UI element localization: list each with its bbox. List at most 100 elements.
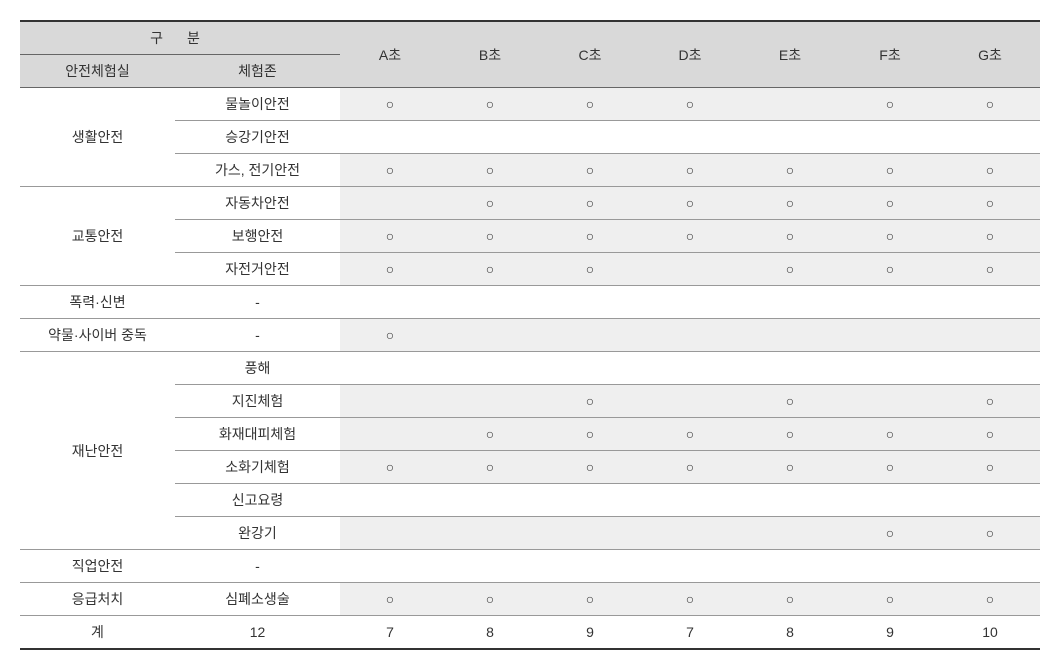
mark-cell: ○: [540, 220, 640, 253]
zone-cell: 지진체험: [175, 385, 340, 418]
room-cell: 재난안전: [20, 352, 175, 550]
mark-cell: [740, 484, 840, 517]
mark-cell: ○: [740, 187, 840, 220]
mark-cell: [740, 286, 840, 319]
mark-cell: [440, 385, 540, 418]
mark-cell: [640, 550, 740, 583]
mark-cell: [640, 286, 740, 319]
mark-cell: [440, 352, 540, 385]
totals-row: 계1278978910: [20, 616, 1040, 650]
mark-cell: ○: [540, 418, 640, 451]
room-cell: 폭력·신변: [20, 286, 175, 319]
mark-cell: [340, 385, 440, 418]
mark-cell: ○: [940, 187, 1040, 220]
mark-cell: ○: [640, 88, 740, 121]
header-school-d: D초: [640, 21, 740, 88]
zone-cell: 심폐소생술: [175, 583, 340, 616]
mark-cell: [340, 121, 440, 154]
mark-cell: [340, 187, 440, 220]
mark-cell: ○: [840, 253, 940, 286]
mark-cell: ○: [840, 187, 940, 220]
table-body: 생활안전물놀이안전○○○○○○승강기안전가스, 전기안전○○○○○○○교통안전자…: [20, 88, 1040, 650]
table-row: 재난안전풍해: [20, 352, 1040, 385]
zone-cell: 완강기: [175, 517, 340, 550]
mark-cell: [540, 550, 640, 583]
zone-cell: 가스, 전기안전: [175, 154, 340, 187]
totals-school-count: 8: [740, 616, 840, 650]
mark-cell: ○: [340, 583, 440, 616]
header-school-b: B초: [440, 21, 540, 88]
room-cell: 약물·사이버 중독: [20, 319, 175, 352]
zone-cell: 자전거안전: [175, 253, 340, 286]
mark-cell: [440, 121, 540, 154]
mark-cell: [340, 484, 440, 517]
header-school-c: C초: [540, 21, 640, 88]
mark-cell: [840, 286, 940, 319]
header-school-e: E초: [740, 21, 840, 88]
mark-cell: ○: [740, 220, 840, 253]
mark-cell: ○: [440, 451, 540, 484]
mark-cell: ○: [940, 385, 1040, 418]
mark-cell: ○: [540, 253, 640, 286]
mark-cell: ○: [840, 154, 940, 187]
zone-cell: 보행안전: [175, 220, 340, 253]
table-header: 구 분 A초 B초 C초 D초 E초 F초 G초 안전체험실 체험존: [20, 21, 1040, 88]
mark-cell: [640, 352, 740, 385]
mark-cell: ○: [340, 88, 440, 121]
room-cell: 생활안전: [20, 88, 175, 187]
mark-cell: ○: [540, 88, 640, 121]
zone-cell: 풍해: [175, 352, 340, 385]
header-school-g: G초: [940, 21, 1040, 88]
mark-cell: [840, 352, 940, 385]
header-gubun: 구 분: [20, 21, 340, 55]
mark-cell: ○: [640, 418, 740, 451]
mark-cell: [740, 352, 840, 385]
mark-cell: ○: [640, 451, 740, 484]
zone-cell: 소화기체험: [175, 451, 340, 484]
mark-cell: [440, 319, 540, 352]
mark-cell: ○: [740, 418, 840, 451]
mark-cell: ○: [940, 253, 1040, 286]
mark-cell: ○: [640, 583, 740, 616]
mark-cell: [940, 352, 1040, 385]
mark-cell: ○: [940, 418, 1040, 451]
mark-cell: ○: [340, 253, 440, 286]
mark-cell: ○: [840, 88, 940, 121]
totals-room-label: 계: [20, 616, 175, 650]
mark-cell: [640, 121, 740, 154]
table-row: 교통안전자동차안전○○○○○○: [20, 187, 1040, 220]
header-school-f: F초: [840, 21, 940, 88]
mark-cell: [740, 88, 840, 121]
zone-cell: 화재대피체험: [175, 418, 340, 451]
mark-cell: ○: [840, 517, 940, 550]
mark-cell: [540, 484, 640, 517]
mark-cell: ○: [440, 253, 540, 286]
mark-cell: [340, 418, 440, 451]
zone-cell: 자동차안전: [175, 187, 340, 220]
mark-cell: ○: [540, 583, 640, 616]
mark-cell: ○: [340, 319, 440, 352]
table-row: 응급처치심폐소생술○○○○○○○: [20, 583, 1040, 616]
mark-cell: ○: [340, 220, 440, 253]
mark-cell: [740, 550, 840, 583]
zone-cell: 물놀이안전: [175, 88, 340, 121]
mark-cell: ○: [640, 154, 740, 187]
room-cell: 직업안전: [20, 550, 175, 583]
mark-cell: [940, 121, 1040, 154]
mark-cell: [440, 550, 540, 583]
mark-cell: [440, 286, 540, 319]
mark-cell: [540, 319, 640, 352]
mark-cell: ○: [540, 187, 640, 220]
mark-cell: ○: [940, 517, 1040, 550]
zone-cell: 신고요령: [175, 484, 340, 517]
mark-cell: ○: [740, 154, 840, 187]
mark-cell: ○: [340, 451, 440, 484]
mark-cell: [840, 550, 940, 583]
totals-school-count: 10: [940, 616, 1040, 650]
mark-cell: [840, 121, 940, 154]
mark-cell: [540, 517, 640, 550]
mark-cell: ○: [540, 385, 640, 418]
mark-cell: [840, 385, 940, 418]
mark-cell: ○: [740, 583, 840, 616]
mark-cell: ○: [740, 385, 840, 418]
